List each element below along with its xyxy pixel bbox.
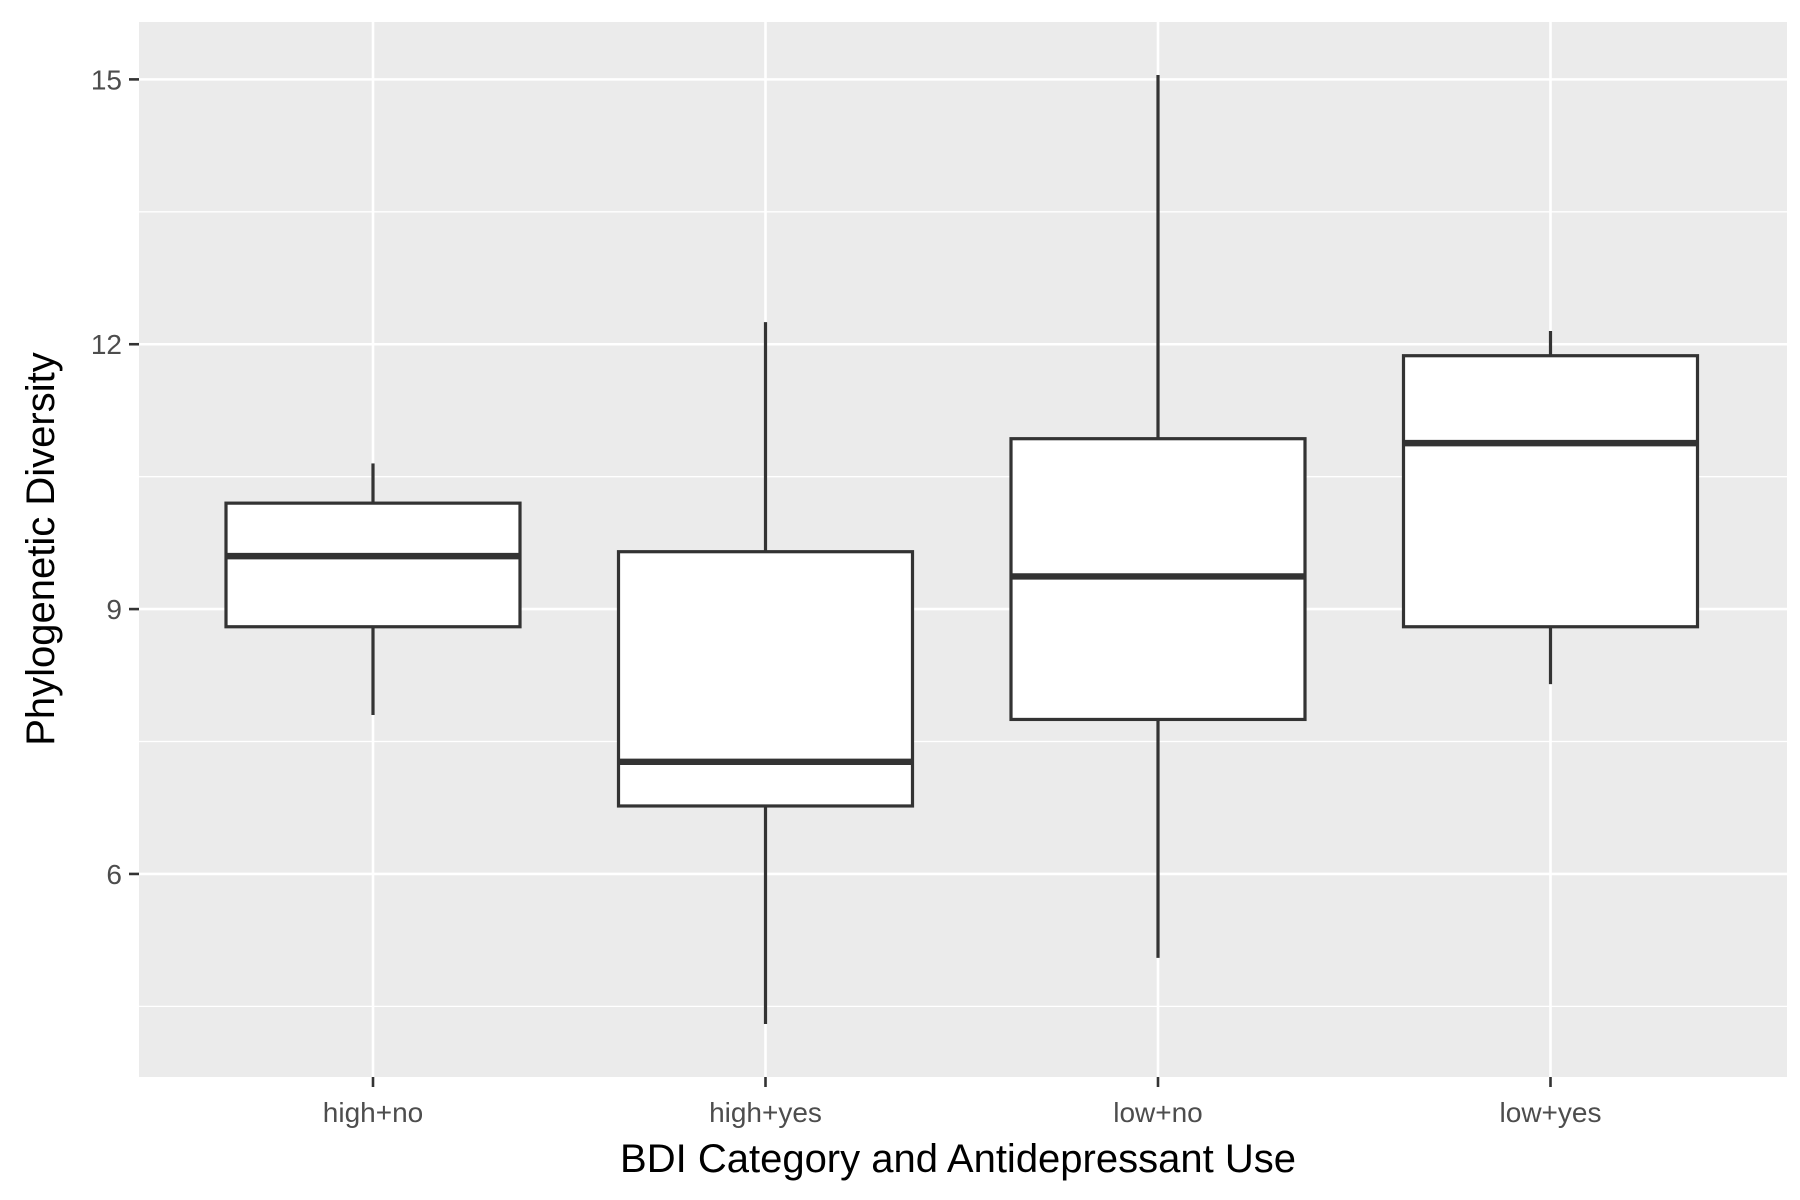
y-tick-label: 9 — [106, 594, 122, 625]
box-rect — [616, 550, 915, 808]
y-tick-label: 6 — [106, 859, 122, 890]
x-tick-label: low+no — [1113, 1097, 1203, 1128]
box-high+no — [224, 463, 522, 716]
axes: 6 9 12 15 high+no high+yes low+no low+yes — [91, 64, 1602, 1128]
x-tick-label: low+yes — [1500, 1097, 1602, 1128]
y-axis-title: Phylogenetic Diversity — [19, 352, 63, 746]
y-tick-label: 12 — [91, 329, 122, 360]
y-tick-label: 15 — [91, 64, 122, 95]
box-rect — [1401, 354, 1700, 629]
box-low+no — [1009, 74, 1307, 958]
box-low+yes — [1401, 330, 1700, 685]
x-tick-label: high+yes — [709, 1097, 822, 1128]
box-high+yes — [616, 322, 915, 1025]
x-axis-title: BDI Category and Antidepressant Use — [620, 1137, 1296, 1181]
boxes — [224, 74, 1700, 1025]
x-tick-label: high+no — [323, 1097, 423, 1128]
box-rect — [224, 501, 522, 629]
